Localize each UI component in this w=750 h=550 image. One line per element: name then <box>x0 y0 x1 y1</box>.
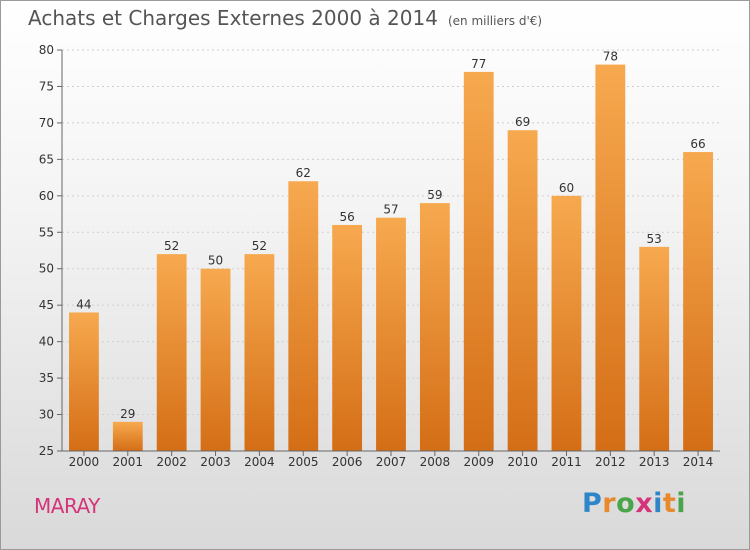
bar-data-label: 62 <box>296 166 311 180</box>
y-tick-label: 55 <box>39 225 54 239</box>
y-tick-label: 35 <box>39 371 54 385</box>
x-tick-label: 2011 <box>551 455 582 469</box>
y-tick-label: 40 <box>39 335 54 349</box>
x-tick-label: 2010 <box>507 455 538 469</box>
logo-letter: t <box>662 488 677 519</box>
bar-data-label: 69 <box>515 115 530 129</box>
bar-data-label: 44 <box>76 297 91 311</box>
bar <box>683 152 713 451</box>
bar-data-label: 59 <box>427 188 442 202</box>
y-tick-label: 45 <box>39 298 54 312</box>
chart-unit: (en milliers d'€) <box>447 14 543 28</box>
bar <box>244 254 275 451</box>
logo-letter: i <box>653 488 663 519</box>
y-tick-label: 50 <box>39 262 54 276</box>
proxiti-logo: Proxiti <box>582 488 686 519</box>
x-tick-label: 2004 <box>244 455 275 469</box>
chart-title-text: Achats et Charges Externes 2000 à 2014 <box>28 6 438 30</box>
bar <box>551 195 582 451</box>
bar-data-label: 66 <box>690 137 705 151</box>
x-tick-label: 2014 <box>683 455 714 469</box>
location-label: MARAY <box>34 494 100 518</box>
x-tick-label: 2007 <box>376 455 407 469</box>
bar <box>112 421 143 451</box>
bar-data-label: 57 <box>383 203 398 217</box>
x-tick-label: 2005 <box>288 455 319 469</box>
logo-letter: x <box>635 488 654 519</box>
y-tick-label: 25 <box>39 444 54 458</box>
logo-letter: i <box>676 488 687 519</box>
y-tick-label: 80 <box>39 43 54 57</box>
x-tick-label: 2003 <box>200 455 231 469</box>
bar <box>639 246 670 451</box>
bar <box>507 130 538 451</box>
bar-data-label: 53 <box>647 232 662 246</box>
bar-data-label: 77 <box>471 57 486 71</box>
logo-letter: P <box>582 488 603 519</box>
bar-data-label: 78 <box>603 50 618 64</box>
x-tick-label: 2008 <box>420 455 451 469</box>
x-tick-label: 2009 <box>463 455 494 469</box>
bar <box>463 71 494 451</box>
bar-data-label: 52 <box>164 239 179 253</box>
bar <box>200 268 231 451</box>
x-tick-label: 2001 <box>113 455 144 469</box>
bar <box>332 224 363 451</box>
logo-letter: o <box>616 488 636 519</box>
bar-data-label: 60 <box>559 181 574 195</box>
x-tick-label: 2002 <box>156 455 187 469</box>
bar-data-label: 56 <box>339 210 354 224</box>
y-tick-label: 30 <box>39 408 54 422</box>
y-tick-label: 70 <box>39 116 54 130</box>
bar <box>595 64 626 451</box>
bar <box>288 181 319 451</box>
y-tick-label: 75 <box>39 79 54 93</box>
bar <box>376 217 406 451</box>
x-tick-label: 2000 <box>69 455 100 469</box>
bar-data-label: 29 <box>120 407 135 421</box>
bar <box>156 254 187 451</box>
x-tick-label: 2006 <box>332 455 363 469</box>
bar-data-label: 50 <box>208 254 223 268</box>
bar <box>69 312 99 451</box>
x-tick-label: 2013 <box>639 455 670 469</box>
bar-data-label: 52 <box>252 239 267 253</box>
y-tick-label: 65 <box>39 152 54 166</box>
y-tick-label: 60 <box>39 189 54 203</box>
logo-letter: r <box>602 488 617 519</box>
x-tick-label: 2012 <box>595 455 626 469</box>
bar <box>419 203 450 451</box>
chart-title: Achats et Charges Externes 2000 à 2014 (e… <box>28 6 542 30</box>
